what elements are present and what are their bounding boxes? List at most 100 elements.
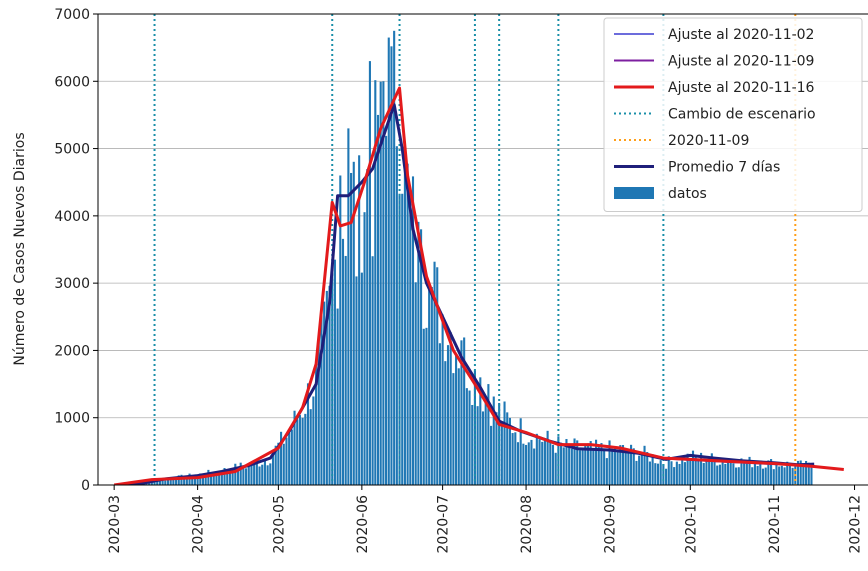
data-bar	[611, 448, 614, 485]
legend-label: Cambio de escenario	[668, 107, 816, 123]
data-bar	[409, 188, 412, 485]
data-bar	[656, 463, 660, 485]
x-tick-label: 2020-06	[355, 495, 371, 554]
data-bar	[371, 256, 374, 485]
data-bar	[153, 482, 156, 485]
data-bar	[748, 456, 751, 485]
y-tick-label: 2000	[54, 343, 90, 359]
data-bar	[570, 448, 573, 485]
data-bar	[261, 464, 264, 485]
legend-label: datos	[668, 186, 707, 202]
data-bar	[226, 470, 229, 485]
x-axis-ticks: 2020-03 2020-04 2020-05 2020-06 2020-07 2020-…	[107, 485, 864, 554]
data-bar	[691, 450, 695, 485]
data-bar	[277, 442, 280, 485]
x-tick-label: 2020-12	[848, 495, 864, 554]
data-bar	[236, 469, 240, 485]
data-bar	[339, 175, 342, 485]
data-bar	[756, 466, 759, 485]
data-bar	[280, 431, 283, 485]
data-bar	[525, 444, 528, 485]
x-tick-label: 2020-09	[603, 495, 619, 554]
y-axis-ticks: 0 1000 2000 3000 4000 5000 6000 7000	[54, 7, 98, 494]
data-bar	[603, 450, 606, 485]
data-bar	[175, 479, 178, 485]
data-bar	[683, 462, 686, 485]
data-bar	[347, 128, 350, 485]
data-bar	[632, 448, 635, 485]
data-bar	[395, 146, 398, 485]
data-bar	[306, 383, 310, 485]
data-bar	[718, 464, 721, 485]
data-bar	[761, 468, 765, 485]
y-tick-label: 6000	[54, 74, 90, 90]
data-bar	[150, 481, 153, 485]
data-bar	[403, 141, 406, 485]
data-bar	[605, 458, 608, 485]
data-bar	[616, 452, 619, 485]
data-bar	[333, 259, 336, 485]
data-bar	[234, 463, 237, 485]
data-bar	[516, 442, 520, 485]
data-bar	[177, 475, 180, 485]
data-bar	[363, 212, 366, 485]
data-bar	[554, 452, 557, 485]
series-line	[113, 86, 844, 485]
data-bar	[562, 447, 565, 485]
data-bar	[172, 479, 175, 485]
data-bar	[621, 445, 625, 485]
data-bar	[484, 396, 487, 485]
data-bar	[376, 114, 380, 485]
data-bar	[328, 285, 331, 485]
data-bar	[360, 272, 363, 485]
data-bar	[169, 478, 172, 485]
data-bar	[700, 452, 703, 485]
data-bar	[613, 446, 616, 485]
data-bar	[164, 480, 167, 485]
data-bar	[694, 455, 697, 485]
data-bar	[770, 459, 773, 485]
data-bar	[455, 353, 458, 485]
data-bar	[565, 438, 568, 485]
legend-label: 2020-11-09	[668, 133, 749, 149]
data-bar	[597, 446, 600, 485]
data-bar	[721, 460, 724, 485]
legend-label: Promedio 7 días	[668, 160, 780, 176]
data-bar	[584, 444, 587, 485]
data-bar	[592, 448, 595, 485]
data-bar	[807, 462, 810, 485]
data-bar	[640, 454, 643, 485]
data-bar	[689, 459, 692, 485]
data-bar	[239, 462, 242, 485]
data-bar	[411, 176, 415, 485]
y-tick-label: 4000	[54, 209, 90, 225]
data-bar	[495, 412, 498, 485]
data-bar	[274, 445, 277, 485]
data-bar	[783, 467, 786, 485]
data-bar	[737, 467, 740, 485]
data-bar	[180, 474, 183, 485]
data-bar	[468, 390, 471, 485]
data-bar	[245, 468, 248, 485]
legend: Ajuste al 2020-11-02 Ajuste al 2020-11-09…	[603, 17, 863, 212]
data-bar	[716, 465, 719, 485]
data-bar	[460, 340, 463, 485]
data-bar	[576, 440, 579, 485]
data-bar	[258, 466, 261, 485]
data-bar	[729, 460, 732, 485]
data-bar	[643, 445, 646, 485]
data-bar	[312, 396, 315, 485]
data-bar	[156, 480, 159, 485]
legend-swatch	[614, 187, 654, 199]
x-tick-label: 2020-10	[683, 495, 699, 554]
data-bar	[487, 384, 490, 485]
data-bar	[589, 441, 592, 485]
y-tick-label: 0	[81, 478, 90, 494]
data-bar	[627, 452, 630, 485]
data-bar	[500, 421, 503, 485]
data-bar	[535, 433, 538, 485]
data-bar	[648, 461, 651, 485]
data-bar	[207, 469, 210, 485]
data-bar	[743, 462, 746, 485]
